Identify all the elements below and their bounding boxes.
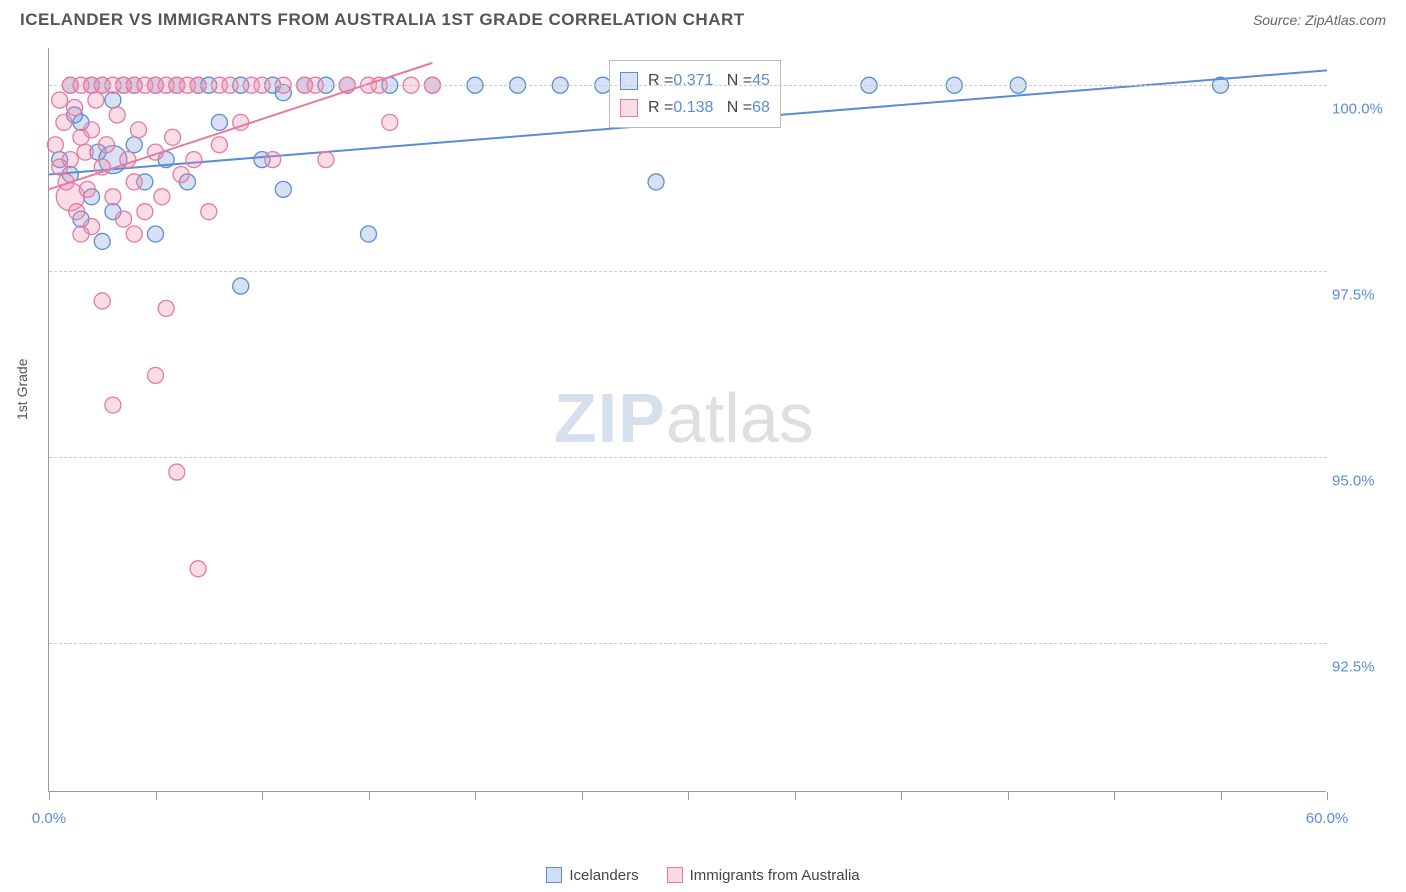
data-point bbox=[116, 211, 132, 227]
gridline-h bbox=[49, 271, 1327, 272]
source-label: Source: ZipAtlas.com bbox=[1253, 12, 1386, 28]
data-point bbox=[94, 293, 110, 309]
y-tick-label: 97.5% bbox=[1332, 287, 1375, 304]
stats-n-value: 68 bbox=[752, 94, 770, 121]
stats-r-label: R = bbox=[648, 94, 673, 121]
x-tick bbox=[688, 792, 689, 800]
legend-bottom: Icelanders Immigrants from Australia bbox=[0, 867, 1406, 889]
data-point bbox=[382, 114, 398, 130]
data-point bbox=[67, 100, 83, 116]
data-point bbox=[52, 92, 68, 108]
data-point bbox=[233, 278, 249, 294]
data-point bbox=[105, 397, 121, 413]
gridline-h bbox=[49, 457, 1327, 458]
x-tick bbox=[901, 792, 902, 800]
y-tick-label: 92.5% bbox=[1332, 659, 1375, 676]
x-tick bbox=[262, 792, 263, 800]
chart-title: ICELANDER VS IMMIGRANTS FROM AUSTRALIA 1… bbox=[20, 10, 745, 30]
plot-wrap: ZIPatlas R = 0.371 N = 45R = 0.138 N = 6… bbox=[48, 48, 1386, 792]
data-point bbox=[99, 137, 115, 153]
x-tick bbox=[795, 792, 796, 800]
x-tick-label: 60.0% bbox=[1306, 810, 1349, 827]
data-point bbox=[126, 226, 142, 242]
x-tick bbox=[49, 792, 50, 800]
x-tick bbox=[475, 792, 476, 800]
stats-swatch bbox=[620, 99, 638, 117]
data-point bbox=[109, 107, 125, 123]
data-point bbox=[69, 204, 85, 220]
data-point bbox=[361, 226, 377, 242]
data-point bbox=[275, 181, 291, 197]
data-point bbox=[56, 114, 72, 130]
data-point bbox=[201, 204, 217, 220]
data-point bbox=[173, 166, 189, 182]
stats-row: R = 0.138 N = 68 bbox=[620, 94, 770, 121]
data-point bbox=[211, 137, 227, 153]
y-axis-title: 1st Grade bbox=[14, 359, 30, 420]
data-point bbox=[130, 122, 146, 138]
legend-label: Icelanders bbox=[569, 867, 638, 884]
stats-box: R = 0.371 N = 45R = 0.138 N = 68 bbox=[609, 60, 781, 128]
data-point bbox=[190, 561, 206, 577]
legend-item: Immigrants from Australia bbox=[667, 867, 860, 884]
data-point bbox=[648, 174, 664, 190]
data-point bbox=[105, 92, 121, 108]
legend-swatch bbox=[667, 867, 683, 883]
data-point bbox=[84, 122, 100, 138]
x-tick bbox=[156, 792, 157, 800]
stats-n-value: 45 bbox=[752, 67, 770, 94]
data-point bbox=[79, 181, 95, 197]
gridline-h bbox=[49, 85, 1327, 86]
x-tick bbox=[1221, 792, 1222, 800]
legend-swatch bbox=[546, 867, 562, 883]
y-tick-label: 95.0% bbox=[1332, 473, 1375, 490]
x-tick bbox=[1008, 792, 1009, 800]
data-point bbox=[137, 204, 153, 220]
data-point bbox=[186, 152, 202, 168]
x-tick-label: 0.0% bbox=[32, 810, 66, 827]
data-point bbox=[158, 300, 174, 316]
data-point bbox=[105, 189, 121, 205]
data-point bbox=[126, 174, 142, 190]
data-point bbox=[94, 233, 110, 249]
legend-label: Immigrants from Australia bbox=[690, 867, 860, 884]
x-tick bbox=[582, 792, 583, 800]
stats-r-value: 0.371 bbox=[673, 67, 713, 94]
data-point bbox=[211, 114, 227, 130]
stats-r-value: 0.138 bbox=[673, 94, 713, 121]
stats-n-label: N = bbox=[713, 94, 752, 121]
data-point bbox=[169, 464, 185, 480]
data-point bbox=[148, 367, 164, 383]
data-point bbox=[47, 137, 63, 153]
plot-area: ZIPatlas R = 0.371 N = 45R = 0.138 N = 6… bbox=[48, 48, 1326, 792]
stats-r-label: R = bbox=[648, 67, 673, 94]
data-point bbox=[148, 226, 164, 242]
data-point bbox=[126, 137, 142, 153]
stats-swatch bbox=[620, 72, 638, 90]
data-point bbox=[88, 92, 104, 108]
gridline-h bbox=[49, 643, 1327, 644]
x-tick bbox=[369, 792, 370, 800]
legend-item: Icelanders bbox=[546, 867, 638, 884]
data-point bbox=[154, 189, 170, 205]
data-point bbox=[77, 144, 93, 160]
x-tick bbox=[1114, 792, 1115, 800]
y-tick-label: 100.0% bbox=[1332, 101, 1383, 118]
scatter-svg bbox=[49, 48, 1327, 792]
data-point bbox=[265, 152, 281, 168]
data-point bbox=[165, 129, 181, 145]
data-point bbox=[318, 152, 334, 168]
x-tick bbox=[1327, 792, 1328, 800]
data-point bbox=[62, 152, 78, 168]
stats-row: R = 0.371 N = 45 bbox=[620, 67, 770, 94]
stats-n-label: N = bbox=[713, 67, 752, 94]
data-point bbox=[84, 219, 100, 235]
